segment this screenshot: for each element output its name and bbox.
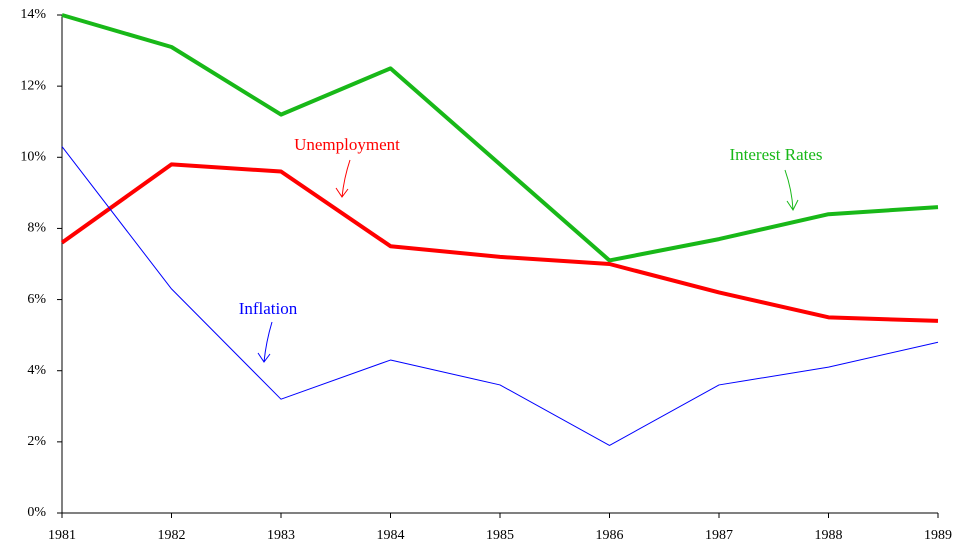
x-tick-label: 1983: [267, 528, 295, 543]
y-tick-label: 0%: [27, 505, 46, 520]
y-tick-label: 14%: [20, 7, 46, 22]
line-series: [60, 162, 939, 323]
annotation-arrow: [257, 321, 273, 363]
y-tick-label: 12%: [20, 78, 46, 93]
x-tick-label: 1986: [596, 528, 624, 543]
y-tick-label: 2%: [27, 434, 46, 449]
x-tick-label: 1984: [377, 528, 405, 543]
x-tick-label: 1989: [924, 528, 952, 543]
y-tick-label: 10%: [20, 150, 46, 165]
annotation: Unemployment: [294, 135, 400, 154]
annotation: Inflation: [239, 299, 298, 318]
annotation-arrow: [784, 169, 799, 211]
x-tick-label: 1985: [486, 528, 514, 543]
y-tick-label: 6%: [27, 292, 46, 307]
line-series: [61, 146, 939, 446]
annotation: Interest Rates: [730, 145, 823, 164]
line-series: [61, 13, 939, 263]
x-tick-label: 1982: [158, 528, 186, 543]
x-tick-label: 1987: [705, 528, 733, 543]
y-tick-label: 8%: [27, 221, 46, 236]
x-tick-label: 1988: [815, 528, 843, 543]
y-tick-label: 4%: [27, 363, 46, 378]
annotation-arrow: [335, 159, 351, 198]
x-tick-label: 1981: [48, 528, 76, 543]
